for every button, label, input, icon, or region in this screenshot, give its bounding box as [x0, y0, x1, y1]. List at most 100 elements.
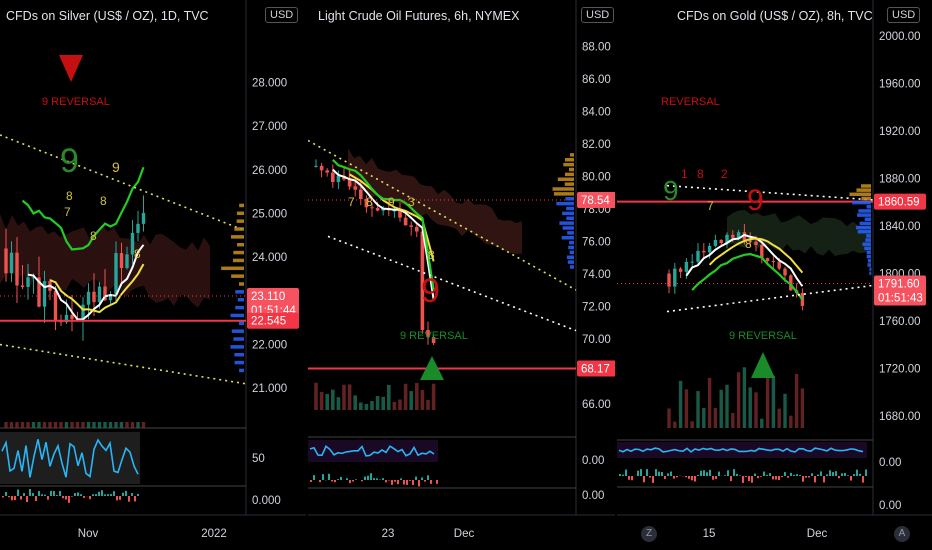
- last-price-label-bg: [247, 288, 299, 319]
- volume-profile-bar: [230, 235, 244, 239]
- reversal-label-marker: [59, 55, 83, 82]
- candle-body: [364, 198, 369, 208]
- macd-histogram-bar: [637, 470, 639, 476]
- volume-bar: [9, 422, 14, 428]
- reversal-label-green-marker: [751, 352, 775, 378]
- candle-body: [64, 314, 69, 323]
- macd-histogram-bar: [26, 496, 28, 503]
- osc-tick-label: 0.000: [252, 495, 281, 507]
- volume-bar: [53, 422, 58, 428]
- gold-chart-pane[interactable]: 2000.00 1960.00 1920.00 1880.00 1840.00 1800.…: [617, 0, 932, 550]
- moving-average-yellow: [349, 173, 435, 262]
- candle-body: [398, 210, 402, 218]
- candle-body: [731, 234, 735, 238]
- auto-scale-button[interactable]: A: [894, 526, 910, 542]
- td-count-label: 8: [428, 248, 435, 262]
- macd-histogram-bar: [56, 495, 58, 496]
- volume-bar: [426, 399, 430, 410]
- volume-profile-bar: [230, 345, 244, 349]
- td-count-9-red: 9: [747, 184, 764, 217]
- volume-profile-bar: [553, 192, 574, 196]
- volume-bar: [359, 402, 363, 410]
- candle-body: [409, 225, 413, 227]
- volume-profile-bar: [569, 265, 574, 269]
- macd-histogram-bar: [673, 476, 675, 479]
- macd-histogram-bar: [808, 476, 810, 478]
- macd-histogram-bar: [736, 474, 738, 476]
- macd-histogram-bar: [739, 475, 741, 476]
- crude-chart-pane[interactable]: 88.00 86.00 84.00 82.00 80.00 78.00 76.00 74.00…: [308, 0, 615, 550]
- macd-histogram-bar: [373, 478, 375, 480]
- moving-average-green: [691, 252, 804, 301]
- volume-profile-bar: [566, 206, 574, 211]
- macd-histogram-bar: [11, 496, 13, 501]
- candle-body: [707, 245, 712, 253]
- macd-histogram-bar: [403, 480, 405, 485]
- macd-histogram-bar: [104, 494, 106, 496]
- silver-chart-pane[interactable]: 28.00027.00026.00025.00024.00023.00022.0…: [0, 0, 306, 550]
- candle-body: [31, 277, 36, 279]
- y-tick-label: 80.00: [582, 171, 611, 183]
- crude-currency-badge[interactable]: USD: [581, 7, 615, 23]
- volume-profile-bar: [858, 209, 871, 213]
- moving-average-yellow: [49, 263, 145, 314]
- silver-chart-canvas[interactable]: 28.00027.00026.00025.00024.00023.00022.0…: [0, 0, 306, 550]
- macd-histogram-bar: [835, 471, 837, 476]
- gold-chart-canvas[interactable]: 2000.001960.001920.001880.001840.001800.…: [617, 0, 932, 550]
- macd-histogram-bar: [68, 496, 70, 503]
- volume-profile-bar: [564, 172, 574, 177]
- macd-histogram-bar: [838, 476, 840, 479]
- macd-histogram-bar: [817, 474, 819, 476]
- macd-histogram-bar: [83, 496, 85, 498]
- volume-profile-bar: [856, 188, 871, 192]
- z-button[interactable]: Z: [641, 526, 657, 542]
- macd-histogram-bar: [727, 470, 729, 476]
- macd-histogram-bar: [2, 496, 4, 498]
- volume-bar: [70, 422, 74, 428]
- candle-body: [375, 208, 380, 211]
- candle-body: [789, 275, 793, 291]
- volume-bar: [736, 372, 741, 428]
- macd-histogram-bar: [829, 470, 831, 476]
- macd-histogram-bar: [745, 476, 747, 478]
- y-tick-label: 72.00: [582, 301, 611, 313]
- macd-histogram-bar: [310, 480, 312, 482]
- oscillator-band: [308, 440, 438, 462]
- silver-currency-badge[interactable]: USD: [265, 7, 299, 23]
- macd-histogram-bar: [397, 480, 399, 485]
- volume-bar: [381, 396, 385, 410]
- macd-histogram-bar: [53, 490, 55, 496]
- macd-histogram-bar: [667, 473, 669, 476]
- macd-histogram-bar: [376, 478, 378, 480]
- macd-histogram-bar: [769, 473, 771, 476]
- osc-tick-label: 0.00: [582, 490, 604, 502]
- volume-bar: [754, 392, 758, 428]
- reversal-label-marker: [420, 356, 444, 380]
- volume-profile-bar: [237, 297, 244, 302]
- reversal-label: 9 REVERSAL: [42, 96, 110, 108]
- macd-histogram-bar: [421, 477, 423, 480]
- volume-profile-bar: [866, 234, 871, 238]
- macd-histogram-bar: [793, 474, 795, 476]
- y-tick-label: 1960.00: [879, 78, 921, 90]
- candle-body: [713, 240, 718, 246]
- y-tick-label: 74.00: [582, 269, 611, 281]
- macd-histogram-bar: [340, 477, 342, 480]
- volume-bar: [783, 393, 787, 428]
- candle-body: [678, 268, 683, 272]
- x-tick-label: Dec: [454, 528, 475, 540]
- candle-body: [314, 165, 318, 167]
- candle-body: [125, 254, 129, 269]
- candle-body: [97, 286, 102, 303]
- macd-histogram-bar: [646, 469, 648, 476]
- volume-profile-bar: [865, 238, 871, 242]
- macd-histogram-bar: [775, 476, 777, 480]
- td-count-label: 8: [745, 237, 752, 251]
- macd-histogram-bar: [367, 475, 369, 480]
- oscillator-line: [1, 438, 139, 479]
- candle-body: [684, 261, 689, 272]
- volume-profile-bar: [239, 203, 244, 208]
- gold-currency-badge[interactable]: USD: [887, 7, 921, 23]
- crude-chart-canvas[interactable]: 88.0086.0084.0082.0080.0078.0076.0074.00…: [308, 0, 615, 550]
- volume-bar: [771, 375, 776, 428]
